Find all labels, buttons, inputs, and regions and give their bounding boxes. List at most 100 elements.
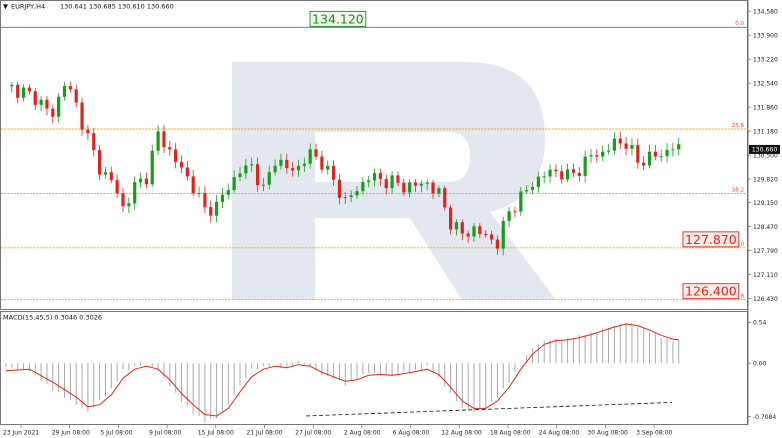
fib-level-label: 38.2 [732, 187, 744, 193]
bull-candle [355, 191, 359, 196]
fib-level-label: 0.0 [735, 21, 744, 27]
bull-candle [390, 175, 394, 189]
bear-candle [209, 207, 213, 216]
time-axis: 23 Jun 2021 29 Jun 08:00 5 Jul 08:00 9 Jul … [3, 425, 673, 437]
bull-candle [273, 165, 277, 173]
bear-candle [255, 164, 260, 186]
bull-candle [361, 182, 365, 192]
bull-candle [220, 194, 225, 202]
bear-candle [86, 129, 90, 134]
bull-candle [507, 211, 511, 221]
macd-tick-label: 0.00 [753, 360, 767, 367]
chart-menu-icon[interactable]: ▼ [3, 3, 8, 11]
time-tick-label: 30 Aug 08:00 [587, 430, 628, 437]
bear-candle [92, 133, 96, 151]
bear-candle [636, 145, 640, 163]
bear-candle [168, 147, 172, 150]
bull-candle [647, 151, 652, 166]
price-tag-box [682, 231, 740, 248]
bear-candle [185, 167, 189, 177]
macd-panel-frame [0, 311, 748, 425]
ohlc-values: 130.641 130.685 130.610 130.660 [60, 3, 174, 11]
price-tick-label: 131.860 [753, 104, 778, 111]
bear-candle [337, 179, 342, 198]
bull-candle [279, 159, 283, 166]
bull-candle [437, 188, 441, 194]
bear-candle [144, 178, 148, 185]
bear-candle [98, 150, 102, 175]
price-tick-label: 133.220 [753, 56, 778, 63]
watermark-logo [232, 62, 556, 300]
macd-signal-line [5, 323, 679, 417]
bull-candle [261, 184, 265, 186]
price-tick-label: 131.180 [753, 128, 778, 135]
candlestick-series [10, 81, 681, 256]
macd-tick-label: 0.54 [753, 320, 767, 327]
time-tick-label: 15 Jul 08:00 [198, 430, 234, 437]
time-tick-label: 6 Aug 08:00 [393, 430, 430, 437]
time-tick-label: 3 Sep 08:00 [636, 430, 672, 437]
price-panel-frame [0, 0, 748, 310]
bear-candle [80, 102, 84, 130]
price-tick-label: 128.470 [753, 224, 778, 231]
bear-candle [413, 182, 418, 186]
bear-candle [314, 149, 318, 157]
bull-candle [308, 149, 312, 164]
bear-candle [174, 149, 178, 162]
bull-candle [583, 156, 587, 176]
time-tick-label: 5 Jul 08:00 [100, 430, 132, 437]
price-tag-label: 126.400 [685, 284, 737, 299]
bear-candle [378, 173, 382, 179]
bear-candle [460, 222, 464, 234]
bull-candle [419, 183, 423, 186]
bull-candle [62, 86, 67, 97]
bear-candle [554, 169, 558, 172]
macd-title: MACD(15,45,5) 0.3046 0.3026 [3, 314, 102, 322]
time-tick-label: 29 Jun 08:00 [52, 430, 90, 437]
bull-candle [589, 155, 593, 157]
bear-candle [402, 182, 406, 193]
bull-candle [133, 182, 137, 204]
bull-candle [197, 193, 201, 195]
bear-candle [618, 138, 622, 144]
bear-candle [478, 226, 482, 234]
current-price-label: 130.660 [752, 147, 778, 154]
price-tag-box [682, 283, 740, 300]
bear-candle [291, 168, 295, 171]
price-axis: 134.580 133.900 133.220 132.540 131.860 131.1… [748, 8, 780, 303]
bull-candle [665, 149, 669, 157]
bull-candle [372, 173, 377, 181]
bull-candle [232, 177, 236, 191]
bull-candle [530, 186, 535, 190]
bull-candle [21, 87, 26, 98]
bull-candle [525, 189, 529, 192]
time-tick-label: 18 Aug 08:00 [490, 430, 531, 437]
macd-indicator: 0.54 0.00 -0.7084 [5, 320, 776, 424]
bear-candle [396, 175, 400, 183]
bull-candle [671, 149, 675, 151]
bull-candle [226, 190, 230, 195]
bear-candle [74, 89, 78, 103]
bear-candle [495, 239, 499, 249]
bear-candle [121, 193, 125, 207]
bear-candle [33, 91, 37, 105]
bear-candle [595, 155, 599, 157]
bull-candle [501, 220, 505, 249]
bear-candle [571, 169, 576, 173]
bull-candle [296, 165, 301, 171]
bull-candle [244, 165, 248, 174]
bear-candle [642, 162, 646, 166]
bear-candle [68, 86, 72, 90]
bear-candle [466, 233, 470, 237]
price-tick-label: 130.500 [753, 152, 778, 159]
bear-candle [179, 161, 184, 168]
bear-candle [443, 188, 447, 208]
time-tick-label: 9 Jul 08:00 [149, 430, 181, 437]
bull-candle [542, 176, 546, 178]
time-tick-label: 23 Jun 2021 [3, 430, 39, 437]
bull-candle [39, 99, 43, 105]
price-tick-label: 132.540 [753, 80, 778, 87]
time-tick-label: 12 Aug 08:00 [441, 430, 482, 437]
